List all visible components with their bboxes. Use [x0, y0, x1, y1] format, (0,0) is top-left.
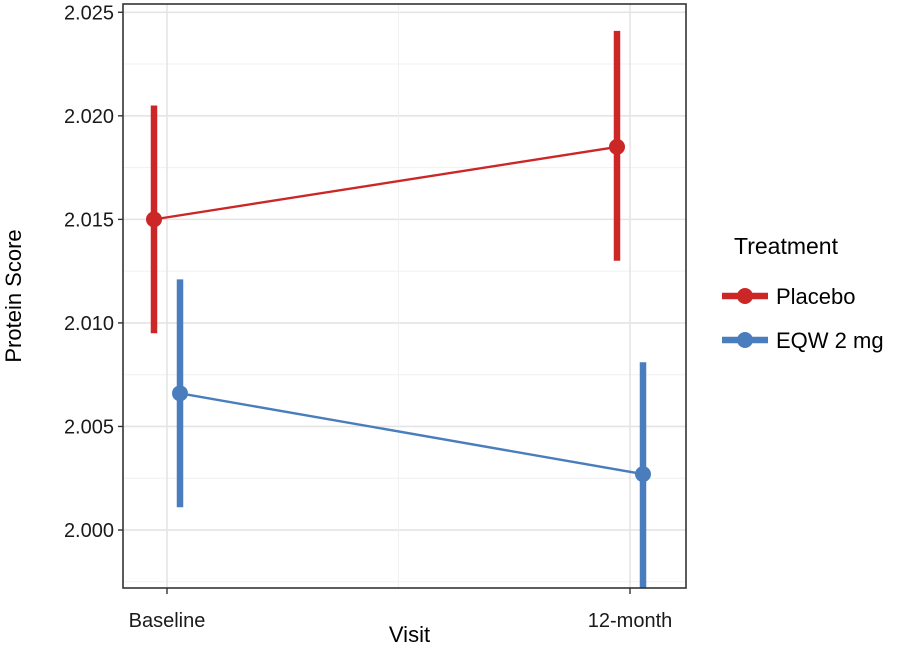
y-tick-label: 2.000 [64, 520, 114, 542]
data-point [635, 466, 651, 483]
legend: Treatment Placebo EQW 2 mg [722, 233, 884, 353]
data-point [146, 211, 162, 228]
grid [123, 4, 686, 588]
y-tick-label: 2.020 [64, 106, 114, 128]
y-tick-label: 2.010 [64, 313, 114, 335]
series-line [179, 392, 644, 476]
legend-key [722, 288, 768, 304]
series-line [153, 145, 618, 221]
plot-panel-border [122, 3, 687, 589]
x-tick-label: Baseline [129, 610, 206, 632]
series-eqw-2-mg [172, 279, 651, 588]
legend-title: Treatment [734, 233, 839, 259]
y-axis: 2.000 2.005 2.010 2.015 2.020 2.025 [64, 2, 123, 542]
y-tick-label: 2.005 [64, 416, 114, 438]
x-axis-title: Visit [389, 622, 430, 646]
y-tick-label: 2.025 [64, 2, 114, 24]
legend-key [722, 332, 768, 348]
data-point [172, 385, 188, 402]
y-axis-title: Protein Score [1, 229, 26, 362]
series-placebo [146, 30, 625, 334]
y-tick-label: 2.015 [64, 209, 114, 231]
legend-key-point [737, 332, 753, 348]
legend-label: EQW 2 mg [776, 328, 884, 353]
legend-key-point [737, 288, 753, 304]
x-tick-label: 12-month [588, 610, 673, 632]
series-layer [146, 30, 651, 588]
legend-label: Placebo [776, 284, 856, 309]
data-point [609, 138, 625, 155]
x-axis: Baseline 12-month [129, 588, 673, 632]
